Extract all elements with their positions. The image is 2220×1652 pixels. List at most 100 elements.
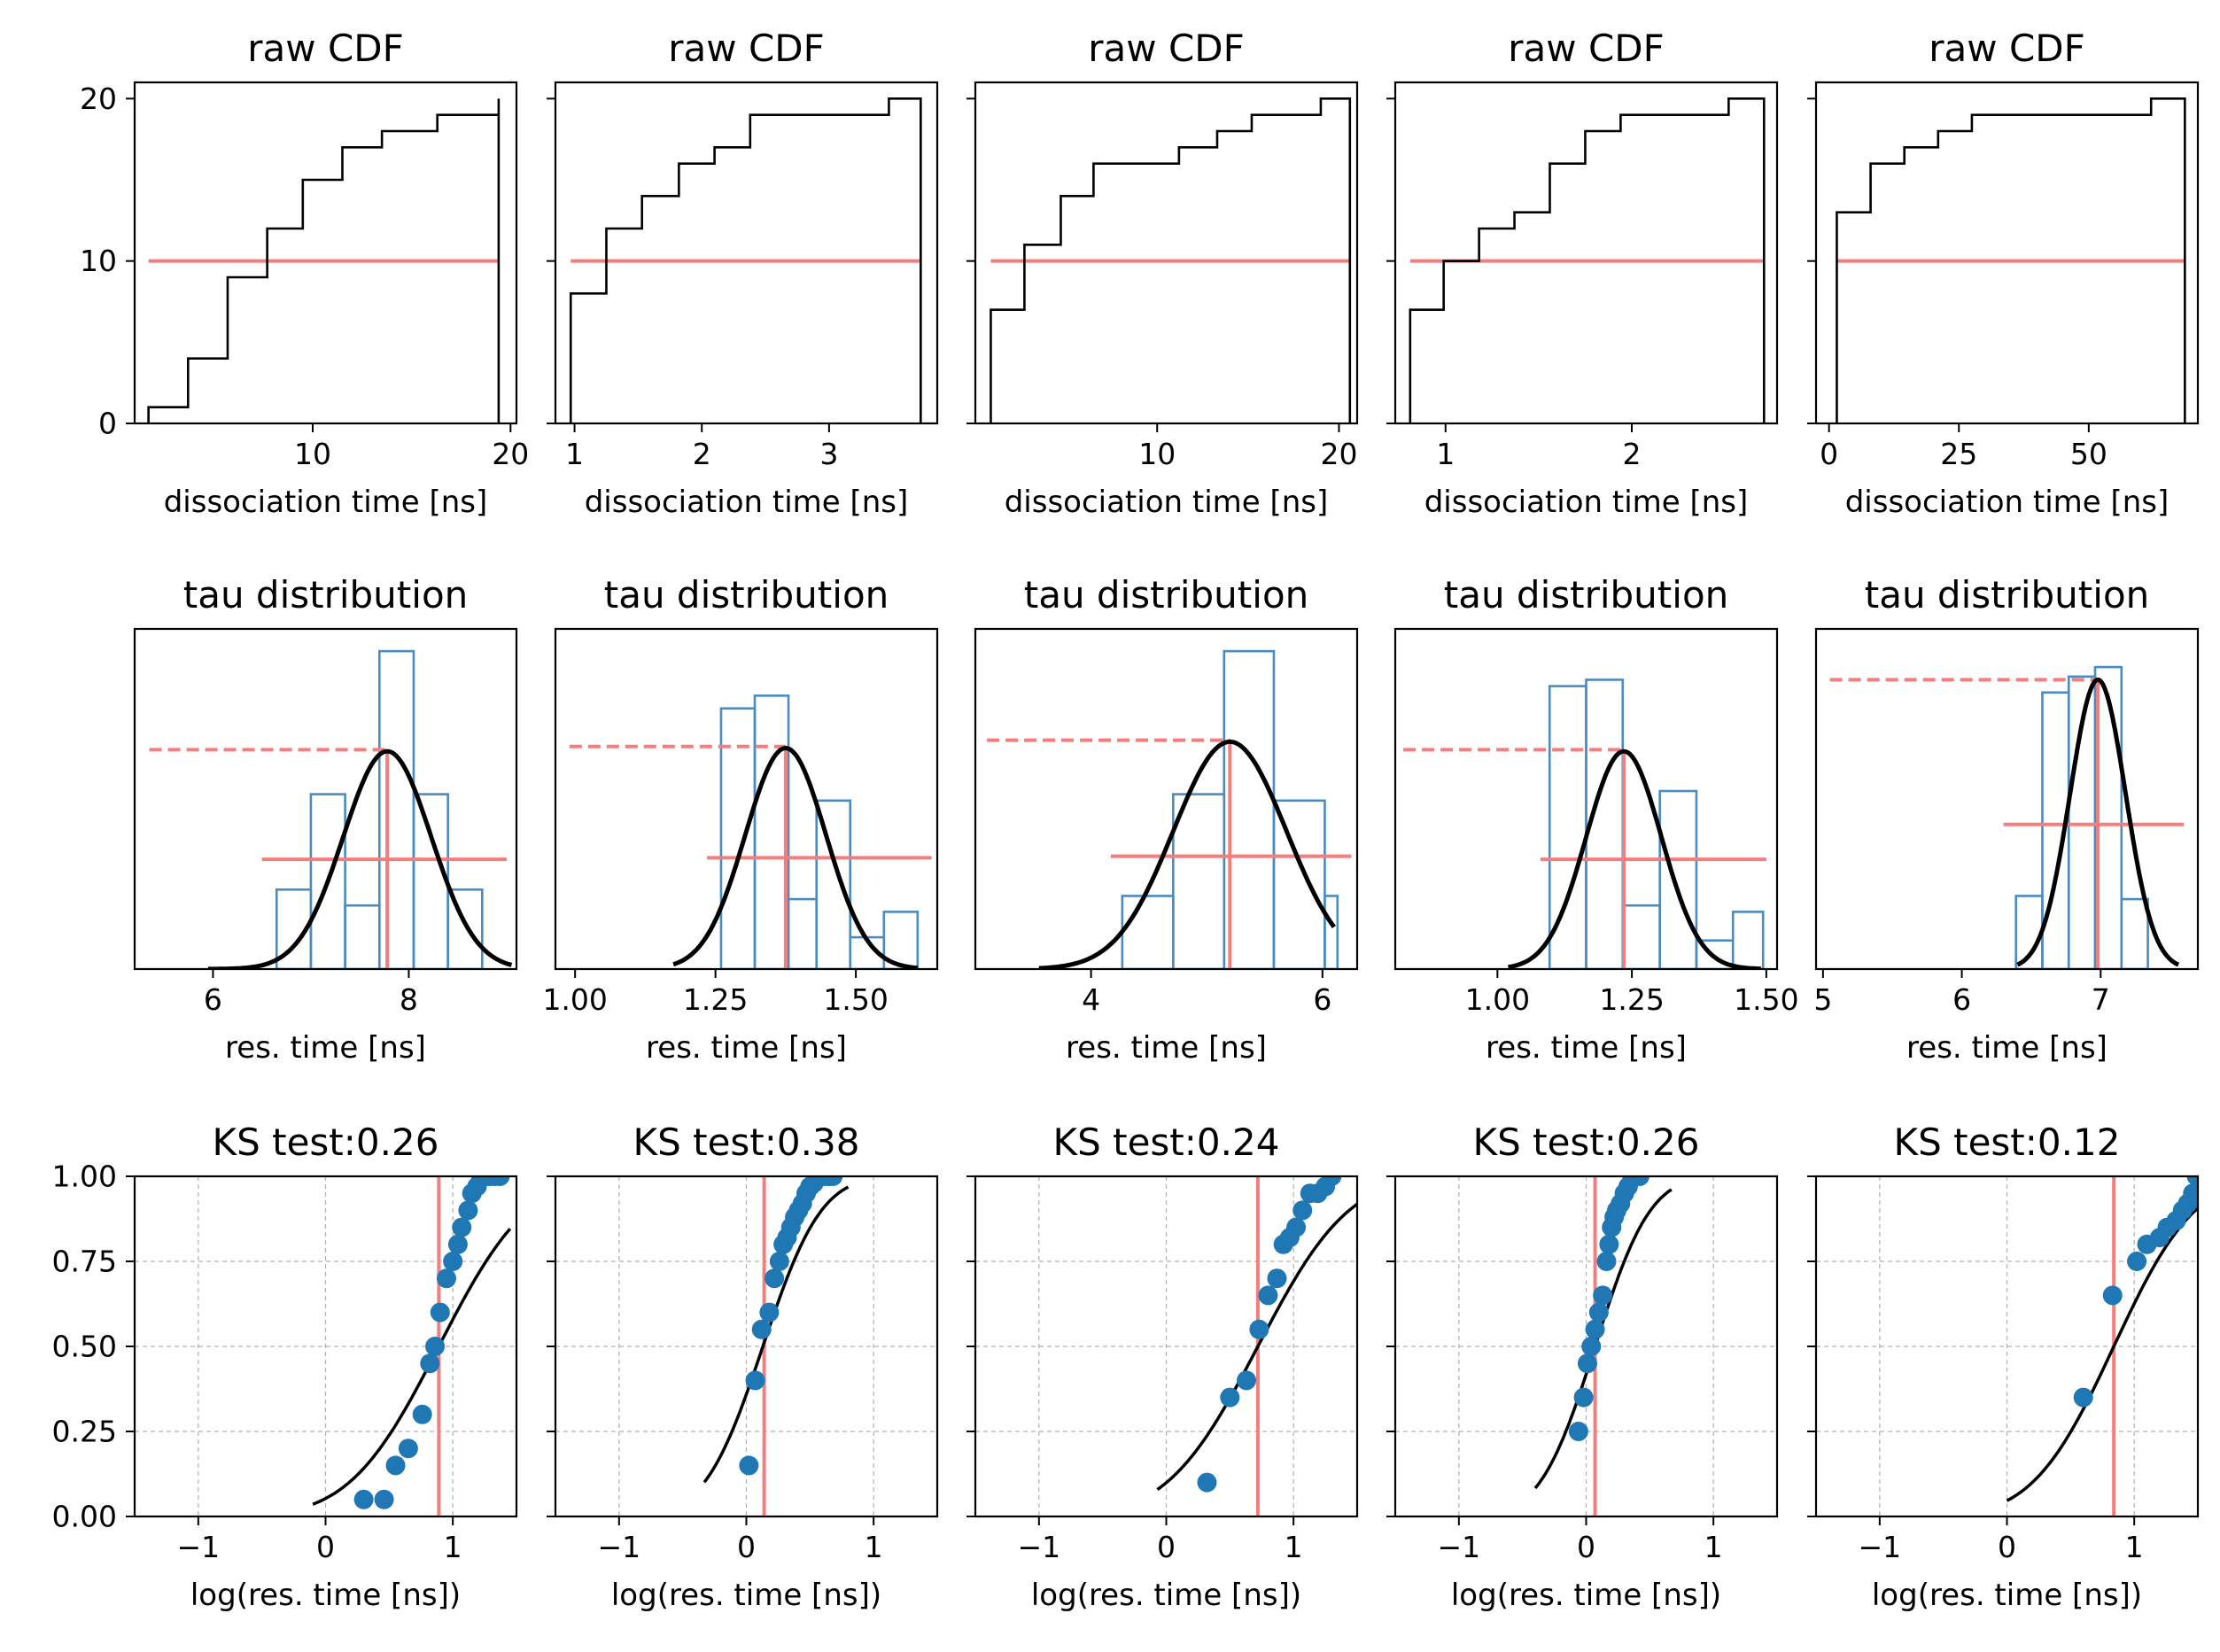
x-axis-label: dissociation time [ns] — [1005, 485, 1329, 520]
hist-bar — [446, 888, 484, 969]
plot-area-0-2 — [990, 97, 1352, 423]
y-tick-label: 0.00 — [52, 1500, 117, 1534]
data-point — [1220, 1387, 1240, 1408]
axes-frame — [974, 81, 1359, 425]
data-point — [385, 1455, 406, 1476]
x-tick-label: 6 — [204, 982, 222, 1017]
hist-bar — [1658, 789, 1698, 969]
axes-frame — [1814, 627, 2200, 971]
data-point — [1581, 1337, 1602, 1356]
gaussian-fit-curve — [207, 748, 513, 969]
theoretical-cdf-curve — [1533, 1188, 1673, 1490]
data-point — [1573, 1387, 1594, 1408]
axes-frame — [974, 627, 1359, 971]
x-tick-label: −1 — [1859, 1530, 1902, 1564]
data-point — [765, 1268, 785, 1289]
plot-area-1-4 — [1829, 665, 2185, 969]
cdf-step-line — [1836, 97, 2186, 423]
cdf-step-line — [147, 98, 501, 423]
data-point — [458, 1200, 478, 1221]
y-tick-label: 1.00 — [52, 1160, 117, 1194]
theoretical-cdf-curve — [312, 1228, 512, 1506]
cdf-step-line — [569, 97, 922, 423]
data-point — [1286, 1217, 1307, 1237]
x-tick-label: 2 — [1623, 437, 1642, 471]
x-tick-label: 1.50 — [823, 982, 888, 1017]
subplot-title: raw CDF — [668, 27, 825, 70]
theoretical-cdf-curve — [702, 1185, 850, 1484]
plot-area-1-2 — [987, 649, 1352, 969]
x-axis-label: log(res. time [ns]) — [1872, 1578, 2142, 1613]
subplot-title: tau distribution — [604, 573, 889, 617]
subplot-title: KS test:0.26 — [1473, 1121, 1700, 1164]
axes-frame — [554, 81, 939, 425]
x-tick-label: 0 — [1577, 1530, 1595, 1564]
hist-bar — [1731, 911, 1765, 969]
plot-area-0-3 — [1409, 97, 1766, 423]
theoretical-cdf-curve — [1156, 1202, 1357, 1492]
axes-frame — [133, 627, 518, 971]
x-axis-label: res. time [ns] — [225, 1030, 426, 1066]
x-axis-label: log(res. time [ns]) — [1451, 1578, 1721, 1613]
data-point — [447, 1234, 468, 1254]
theoretical-cdf-curve — [2006, 1206, 2198, 1502]
y-tick-label: 0.50 — [52, 1330, 117, 1364]
data-point — [1585, 1319, 1605, 1339]
x-axis-label: log(res. time [ns]) — [190, 1578, 461, 1613]
data-point — [398, 1439, 418, 1459]
y-tick-label: 0.25 — [52, 1415, 117, 1449]
plot-area-1-3 — [1403, 679, 1766, 969]
gaussian-fit-curve — [1508, 748, 1761, 969]
subplot-title: tau distribution — [183, 573, 469, 617]
x-axis-label: res. time [ns] — [1066, 1030, 1267, 1066]
data-point — [751, 1319, 772, 1339]
x-tick-label: 6 — [1313, 982, 1331, 1017]
data-point — [374, 1489, 394, 1509]
data-point — [759, 1302, 780, 1322]
x-tick-label: 1 — [865, 1530, 883, 1564]
x-tick-label: 20 — [1320, 437, 1357, 471]
x-tick-label: 0 — [1820, 437, 1838, 471]
subplot-title: raw CDF — [1508, 27, 1665, 70]
plot-area-0-0 — [147, 98, 501, 423]
hist-bar — [1121, 895, 1175, 969]
hist-bar — [1272, 799, 1326, 969]
data-point — [452, 1217, 472, 1237]
subplot-title: raw CDF — [1088, 27, 1245, 70]
x-axis-label: res. time [ns] — [646, 1030, 847, 1066]
plot-area-2-2 — [975, 1176, 1357, 1516]
hist-bar — [1621, 904, 1661, 969]
data-point — [2186, 1176, 2198, 1186]
y-tick-label: 0.75 — [52, 1245, 117, 1279]
data-point — [739, 1455, 759, 1476]
x-tick-label: 1 — [1436, 437, 1455, 471]
plot-area-1-0 — [149, 649, 513, 969]
y-tick-label: 10 — [80, 244, 117, 278]
data-point — [490, 1176, 510, 1186]
plot-area-0-4 — [1836, 97, 2186, 423]
x-axis-label: log(res. time [ns]) — [611, 1578, 881, 1613]
y-tick-label: 0 — [98, 407, 117, 441]
axes-frame — [554, 627, 939, 971]
x-tick-label: 7 — [2092, 982, 2110, 1017]
subplot-title: tau distribution — [1444, 573, 1729, 617]
subplot-title: KS test:0.12 — [1894, 1121, 2121, 1164]
data-point — [443, 1252, 463, 1271]
x-tick-label: 2 — [693, 437, 711, 471]
data-point — [1197, 1472, 1217, 1493]
x-tick-label: 0 — [1157, 1530, 1176, 1564]
data-point — [1568, 1422, 1588, 1441]
x-tick-label: 4 — [1082, 982, 1100, 1017]
x-tick-label: 50 — [2070, 437, 2107, 471]
x-tick-label: 1.25 — [683, 982, 748, 1017]
x-tick-label: 20 — [492, 437, 529, 471]
x-axis-label: res. time [ns] — [1906, 1030, 2107, 1066]
plot-area-2-4 — [1816, 1176, 2198, 1516]
hist-bar — [309, 793, 346, 969]
plot-area-2-3 — [1395, 1176, 1777, 1516]
x-tick-label: −1 — [1438, 1530, 1481, 1564]
data-point — [420, 1353, 440, 1374]
cdf-step-line — [990, 97, 1352, 423]
x-tick-label: −1 — [1018, 1530, 1061, 1564]
data-point — [2183, 1183, 2198, 1204]
